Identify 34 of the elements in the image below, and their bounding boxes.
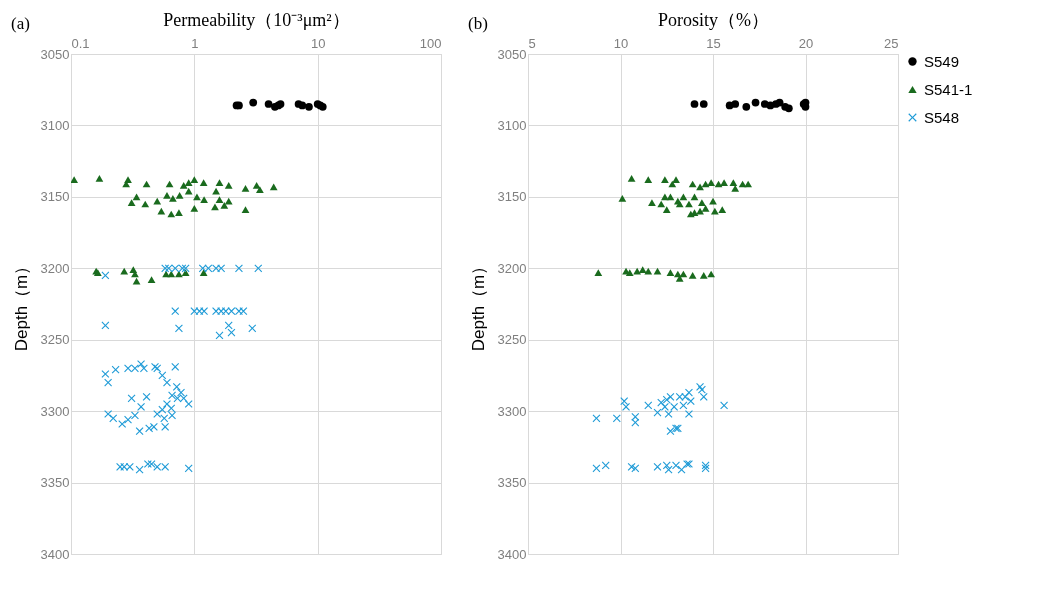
chart-title: (b) <box>468 14 488 33</box>
legend-label: S549 <box>924 52 960 70</box>
y-tick-label: 3050 <box>40 46 70 62</box>
x-axis-title: Permeability（10⁻³μm²） <box>163 9 350 30</box>
x-tick-label: 1 <box>191 35 199 51</box>
y-tick-label: 3200 <box>40 260 70 276</box>
chart-title: (a) <box>11 14 30 33</box>
y-tick-label: 3350 <box>40 475 70 491</box>
x-axis-title: Porosity（%） <box>657 9 770 30</box>
x-tick-label: 25 <box>884 35 899 51</box>
y-tick-label: 3200 <box>497 260 527 276</box>
x-tick-label: 100 <box>419 35 442 51</box>
y-axis-title: Depth（m） <box>468 257 488 352</box>
x-tick-label: 0.1 <box>71 35 90 51</box>
x-tick-label: 10 <box>310 35 326 51</box>
y-tick-label: 3400 <box>40 546 70 562</box>
legend-label: S548 <box>924 108 960 126</box>
legend-label: S541-1 <box>924 80 973 98</box>
x-tick-label: 15 <box>706 35 721 51</box>
x-tick-label: 5 <box>528 35 536 51</box>
y-tick-label: 3300 <box>497 403 527 419</box>
y-tick-label: 3150 <box>497 189 527 205</box>
y-tick-label: 3250 <box>497 332 527 348</box>
y-tick-label: 3050 <box>497 46 527 62</box>
x-tick-label: 10 <box>613 35 629 51</box>
y-tick-label: 3100 <box>497 117 527 133</box>
y-tick-label: 3100 <box>40 117 70 133</box>
y-tick-label: 3350 <box>497 475 527 491</box>
y-axis-title: Depth（m） <box>11 257 31 352</box>
y-tick-label: 3300 <box>40 403 70 419</box>
y-tick-label: 3400 <box>497 546 527 562</box>
y-tick-label: 3150 <box>40 189 70 205</box>
x-tick-label: 20 <box>798 35 814 51</box>
y-tick-label: 3250 <box>40 332 70 348</box>
